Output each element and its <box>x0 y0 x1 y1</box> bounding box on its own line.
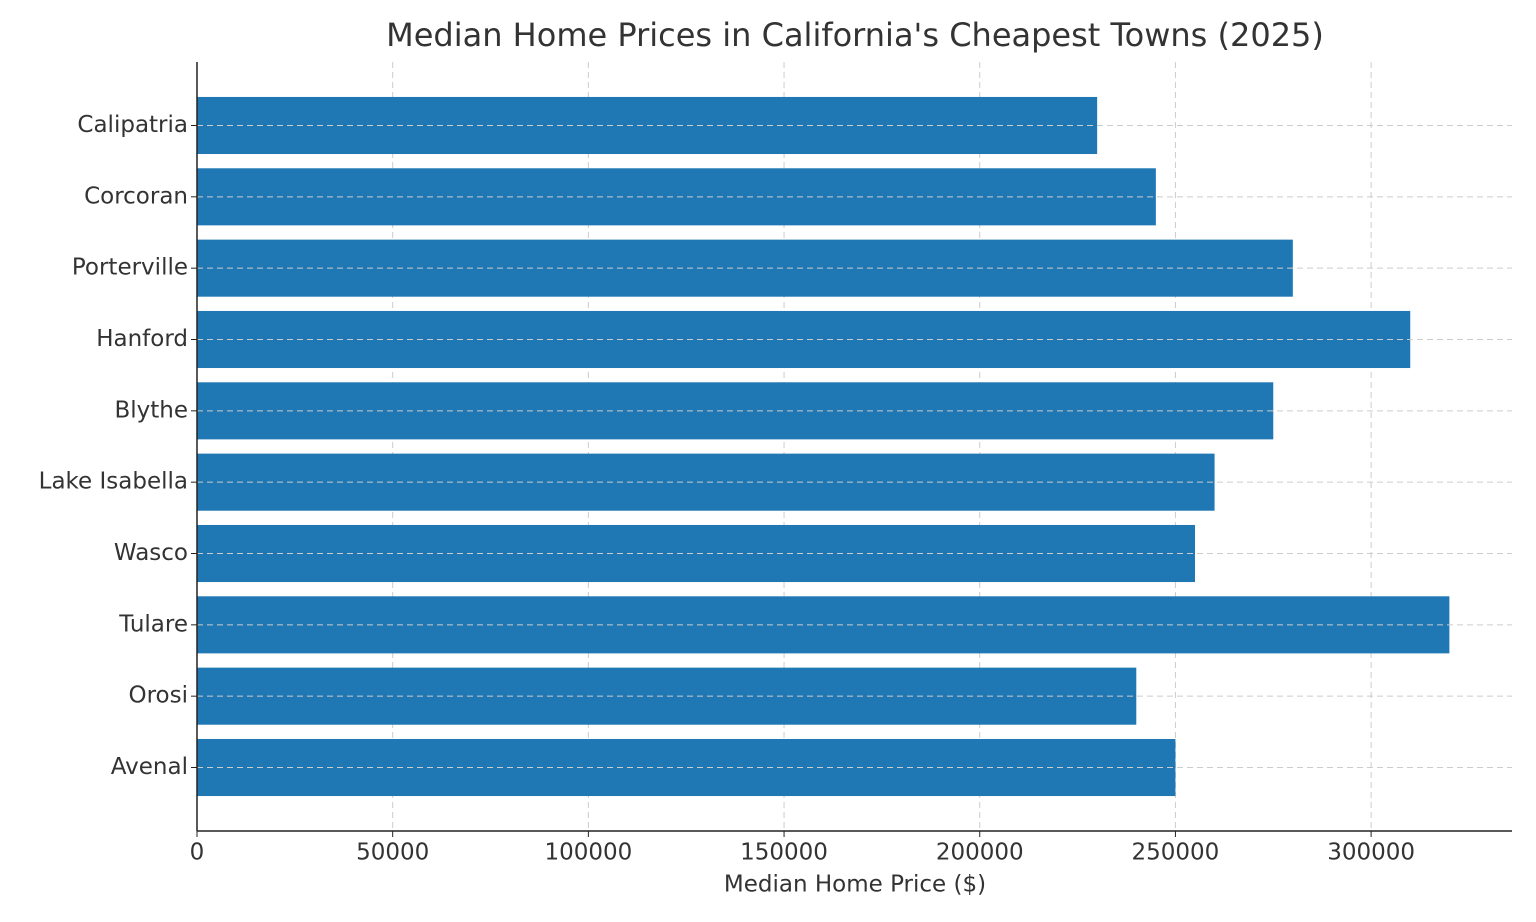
x-tick-label: 250000 <box>1132 840 1220 866</box>
bar <box>197 382 1274 440</box>
y-tick-label: Avenal <box>111 754 188 780</box>
chart-title: Median Home Prices in California's Cheap… <box>386 16 1324 54</box>
y-tick-label: Corcoran <box>84 183 188 209</box>
y-tick-label: Orosi <box>129 683 189 709</box>
y-tick-label: Hanford <box>96 326 188 352</box>
x-tick-label: 100000 <box>544 840 632 866</box>
y-tick-label: Calipatria <box>77 112 188 138</box>
x-tick-label: 200000 <box>936 840 1024 866</box>
y-tick-label: Porterville <box>72 255 188 281</box>
bar <box>197 453 1215 511</box>
y-tick-label: Blythe <box>114 397 188 423</box>
y-tick-label: Wasco <box>114 540 188 566</box>
y-tick-label: Tulare <box>118 611 188 637</box>
y-tick-label: Lake Isabella <box>39 469 188 495</box>
x-tick-label: 0 <box>190 840 205 866</box>
x-tick-label: 300000 <box>1327 840 1415 866</box>
x-tick-label: 50000 <box>356 840 429 866</box>
bar <box>197 524 1195 583</box>
bar <box>197 168 1156 226</box>
x-axis-label: Median Home Price ($) <box>724 872 986 898</box>
x-tick-label: 150000 <box>740 840 828 866</box>
